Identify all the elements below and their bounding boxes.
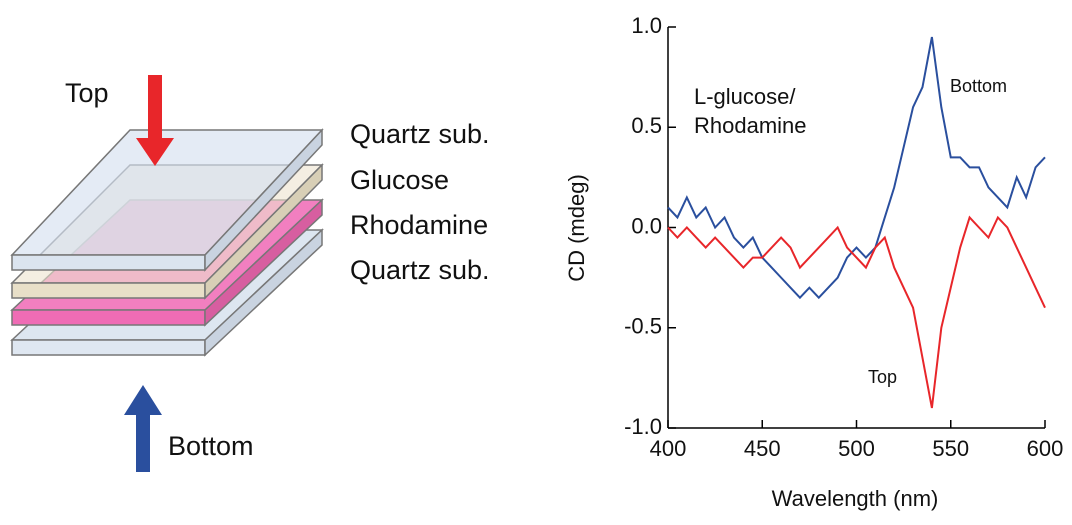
annotation: L-glucose/ [694, 84, 796, 109]
bottom-label: Bottom [168, 431, 254, 461]
layer-label: Glucose [350, 165, 449, 195]
plate-side [204, 128, 323, 272]
y-tick-label: -1.0 [624, 414, 662, 439]
layer-label: Quartz sub. [350, 255, 490, 285]
annotation: Rhodamine [694, 113, 807, 138]
plate-front [11, 339, 206, 356]
y-axis-label: CD (mdeg) [564, 174, 589, 282]
y-tick-label: -0.5 [624, 314, 662, 339]
layer-diagram [10, 128, 324, 357]
layer-label: Rhodamine [350, 210, 488, 240]
x-tick-label: 500 [838, 436, 875, 461]
series-label: Top [868, 367, 897, 387]
y-tick-label: 1.0 [631, 13, 662, 38]
top-label: Top [65, 78, 109, 108]
plate-side [204, 163, 323, 300]
layer-label: Quartz sub. [350, 119, 490, 149]
plate-front [11, 282, 206, 299]
bottom-arrow [124, 385, 162, 472]
series-label: Bottom [950, 76, 1007, 96]
x-tick-label: 450 [744, 436, 781, 461]
plate-side [204, 198, 323, 327]
plate-side [204, 228, 323, 357]
series-line [667, 36, 1046, 300]
series-line [667, 215, 1046, 409]
y-tick-label: 0.0 [631, 213, 662, 238]
y-tick-label: 0.5 [631, 113, 662, 138]
plate-front [11, 254, 206, 271]
x-axis-label: Wavelength (nm) [772, 486, 939, 511]
x-tick-label: 600 [1027, 436, 1064, 461]
x-tick-label: 400 [650, 436, 687, 461]
top-arrow [136, 75, 174, 166]
x-tick-label: 550 [932, 436, 969, 461]
plate-front [11, 309, 206, 326]
